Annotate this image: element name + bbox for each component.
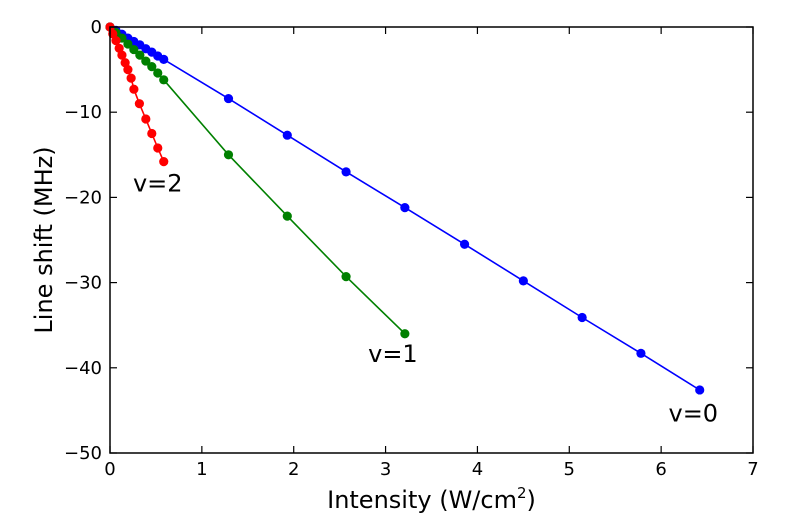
data-point	[141, 56, 151, 66]
data-point	[282, 130, 292, 140]
data-point	[135, 50, 145, 60]
data-point	[129, 44, 139, 55]
data-point	[223, 93, 234, 104]
data-point	[695, 385, 705, 395]
data-point	[159, 54, 169, 64]
data-point	[141, 114, 151, 124]
x-tick-label: 5	[564, 459, 575, 480]
data-point	[400, 203, 410, 213]
x-tick-label: 3	[380, 459, 391, 480]
data-point	[282, 211, 292, 221]
data-point	[147, 128, 157, 139]
data-point	[159, 75, 169, 85]
data-point	[153, 143, 163, 153]
data-point	[153, 68, 163, 78]
chart-marks	[105, 22, 705, 395]
data-point	[117, 50, 127, 60]
data-point	[123, 39, 133, 49]
data-point	[147, 62, 157, 72]
x-tick-label: 7	[747, 459, 758, 480]
series-annotation: v=2	[133, 169, 183, 197]
y-tick-label: −20	[64, 187, 102, 208]
x-tick-label: 6	[655, 459, 666, 480]
data-point	[123, 65, 133, 75]
x-tick-label: 1	[196, 459, 207, 480]
y-tick-label: −10	[64, 102, 102, 123]
data-point	[518, 276, 528, 286]
axis-ticks: 0 1 2 3 4 5 6 7 0 −10 −20 −30 −40 −50	[64, 17, 759, 480]
data-point	[134, 99, 144, 109]
y-tick-label: −40	[64, 358, 102, 379]
x-axis-label-tail: )	[527, 486, 536, 514]
x-tick-label: 0	[104, 459, 115, 480]
data-point	[341, 167, 351, 177]
data-point	[111, 36, 121, 46]
series-v=0	[105, 22, 705, 395]
series-v=2	[105, 22, 169, 167]
x-axis-label: Intensity (W/cm2)	[327, 484, 536, 514]
data-point	[223, 150, 234, 160]
y-tick-label: −50	[64, 443, 102, 464]
data-point	[129, 84, 139, 94]
data-point	[126, 73, 136, 83]
data-point	[577, 312, 587, 323]
x-tick-label: 4	[472, 459, 483, 480]
y-tick-label: −30	[64, 273, 102, 294]
x-axis-label-superscript: 2	[517, 484, 527, 502]
data-point	[341, 272, 351, 282]
y-tick-label: 0	[91, 17, 102, 38]
plot-frame	[109, 26, 754, 454]
x-tick-label: 2	[288, 459, 299, 480]
data-point	[636, 348, 646, 358]
series-annotation: v=0	[668, 399, 718, 427]
annotations: v=2 v=1 v=0	[133, 169, 718, 427]
series-annotation: v=1	[368, 340, 418, 368]
y-axis-label: Line shift (MHz)	[30, 146, 58, 333]
data-point	[459, 239, 470, 249]
data-point	[400, 329, 410, 339]
x-axis-label-main: Intensity (W/cm	[327, 486, 517, 514]
data-point	[159, 157, 169, 167]
